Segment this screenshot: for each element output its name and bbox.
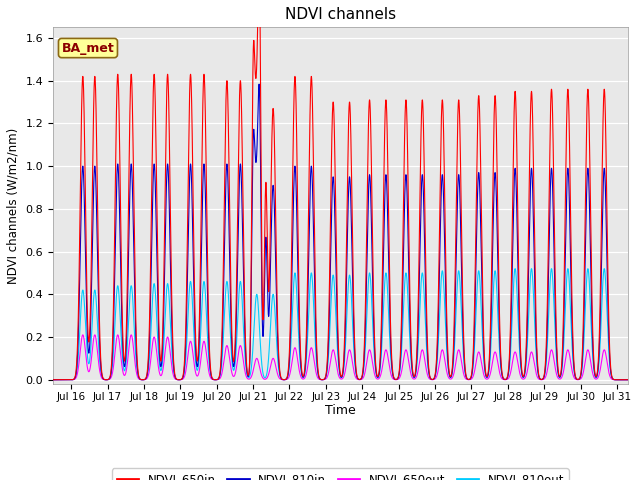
- Legend: NDVI_650in, NDVI_810in, NDVI_650out, NDVI_810out: NDVI_650in, NDVI_810in, NDVI_650out, NDV…: [112, 468, 569, 480]
- X-axis label: Time: Time: [325, 405, 356, 418]
- Title: NDVI channels: NDVI channels: [285, 7, 396, 22]
- Text: BA_met: BA_met: [61, 42, 115, 55]
- Y-axis label: NDVI channels (W/m2/nm): NDVI channels (W/m2/nm): [7, 128, 20, 284]
